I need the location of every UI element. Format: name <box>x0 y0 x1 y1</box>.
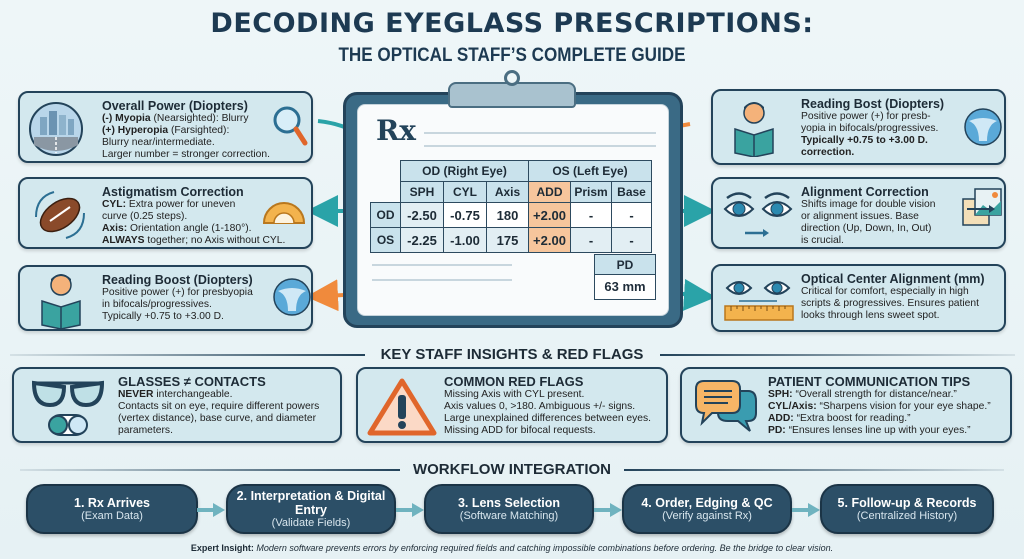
workflow-step-3: 3. Lens Selection (Software Matching) <box>424 484 594 534</box>
workflow-section-title: WORKFLOW INTEGRATION <box>412 461 612 478</box>
workflow-step-5: 5. Follow-up & Records (Centralized Histo… <box>820 484 994 534</box>
cell-sph: -2.25 <box>400 227 444 253</box>
od-group-header: OD (Right Eye) <box>400 160 529 182</box>
bifocal-lens-icon <box>964 108 1002 146</box>
card-common-red-flags: COMMON RED FLAGS Missing Axis with CYL p… <box>356 367 668 443</box>
card-title: Reading Boost (Diopters) <box>102 273 253 287</box>
card-title: Alignment Correction <box>801 185 929 199</box>
card-patient-communication: PATIENT COMMUNICATION TIPS SPH: “Overall… <box>680 367 1012 443</box>
eyes-arrow-icon <box>723 192 793 237</box>
cell-cyl: -0.75 <box>443 202 487 228</box>
page-subtitle: THE OPTICAL STAFF’S COMPLETE GUIDE <box>338 45 686 66</box>
cell-add: +2.00 <box>528 227 571 253</box>
pd-label: PD <box>595 255 655 275</box>
pd-box: PD 63 mm <box>594 254 656 300</box>
cell-axis: 180 <box>486 202 529 228</box>
card-title: Optical Center Alignment (mm) <box>801 272 985 286</box>
step-arrow-icon <box>396 503 424 517</box>
col-cyl: CYL <box>443 181 487 203</box>
col-base: Base <box>611 181 652 203</box>
page-title: DECODING EYEGLASS PRESCRIPTIONS: <box>210 8 814 39</box>
card-glasses-vs-contacts: GLASSES ≠ CONTACTS NEVER interchangeable… <box>12 367 342 443</box>
shifted-image-icon <box>962 188 1002 226</box>
step-arrow-icon <box>792 503 820 517</box>
step-arrow-icon <box>197 503 225 517</box>
card-title: Reading Bost (Diopters) <box>801 97 945 111</box>
cell-prism: - <box>570 202 612 228</box>
workflow-step-2: 2. Interpretation & Digital Entry (Valida… <box>226 484 396 534</box>
protractor-icon <box>262 202 306 224</box>
clipboard-ring <box>504 70 520 86</box>
warning-triangle-icon <box>367 378 437 436</box>
eyes-ruler-icon <box>724 281 794 321</box>
rx-symbol: Rx <box>376 114 416 147</box>
cell-axis: 175 <box>486 227 529 253</box>
footer-label: Expert Insight: <box>190 543 254 553</box>
step-arrow-icon <box>594 503 622 517</box>
glasses-contacts-icon <box>31 380 105 436</box>
card-reading-bost-right: Reading Bost (Diopters) Positive power (… <box>711 89 1006 165</box>
insights-section-title: KEY STAFF INSIGHTS & RED FLAGS <box>380 346 644 363</box>
card-title: Astigmatism Correction <box>102 185 244 199</box>
workflow-step-1: 1. Rx Arrives (Exam Data) <box>26 484 198 534</box>
prescription-table: OD (Right Eye) OS (Left Eye) SPH CYL Axi… <box>370 160 652 253</box>
cell-sph: -2.50 <box>400 202 444 228</box>
card-reading-boost-left: Reading Boost (Diopters) Positive power … <box>18 265 313 331</box>
workflow-step-4: 4. Order, Edging & QC (Verify against Rx) <box>622 484 792 534</box>
os-group-header: OS (Left Eye) <box>528 160 652 182</box>
person-reading-icon <box>41 274 81 329</box>
speech-bubbles-icon <box>695 380 757 432</box>
col-sph: SPH <box>400 181 444 203</box>
cell-cyl: -1.00 <box>443 227 487 253</box>
card-title: GLASSES ≠ CONTACTS <box>118 374 266 389</box>
cell-base: - <box>611 227 652 253</box>
cell-prism: - <box>570 227 612 253</box>
col-prism: Prism <box>570 181 612 203</box>
card-optical-center: Optical Center Alignment (mm) Critical f… <box>711 264 1006 332</box>
card-overall-power: Overall Power (Diopters) (-) Myopia (Nea… <box>18 91 313 163</box>
card-astigmatism: Astigmatism Correction CYL: Extra power … <box>18 177 313 249</box>
football-icon <box>35 191 85 239</box>
col-add: ADD <box>528 181 571 203</box>
table-row-os: OS -2.25 -1.00 175 +2.00 - - <box>370 227 652 253</box>
cell-base: - <box>611 202 652 228</box>
city-road-icon <box>29 102 83 156</box>
row-label: OS <box>370 227 401 253</box>
card-alignment-correction: Alignment Correction Shifts image for do… <box>711 177 1006 249</box>
person-reading-icon <box>734 102 774 157</box>
col-axis: Axis <box>486 181 529 203</box>
bifocal-lens-icon <box>273 278 311 316</box>
pd-value: 63 mm <box>595 275 655 299</box>
footer-text: Modern software prevents errors by enfor… <box>253 543 834 553</box>
row-label: OD <box>370 202 401 228</box>
card-title: Overall Power (Diopters) <box>102 99 248 113</box>
card-title: PATIENT COMMUNICATION TIPS <box>768 374 971 389</box>
table-row-od: OD -2.50 -0.75 180 +2.00 - - <box>370 202 652 228</box>
expert-insight-footer: Expert Insight: Modern software prevents… <box>0 543 1024 553</box>
cell-add: +2.00 <box>528 202 571 228</box>
magnifying-glass-icon <box>273 106 308 146</box>
card-title: COMMON RED FLAGS <box>444 374 584 389</box>
